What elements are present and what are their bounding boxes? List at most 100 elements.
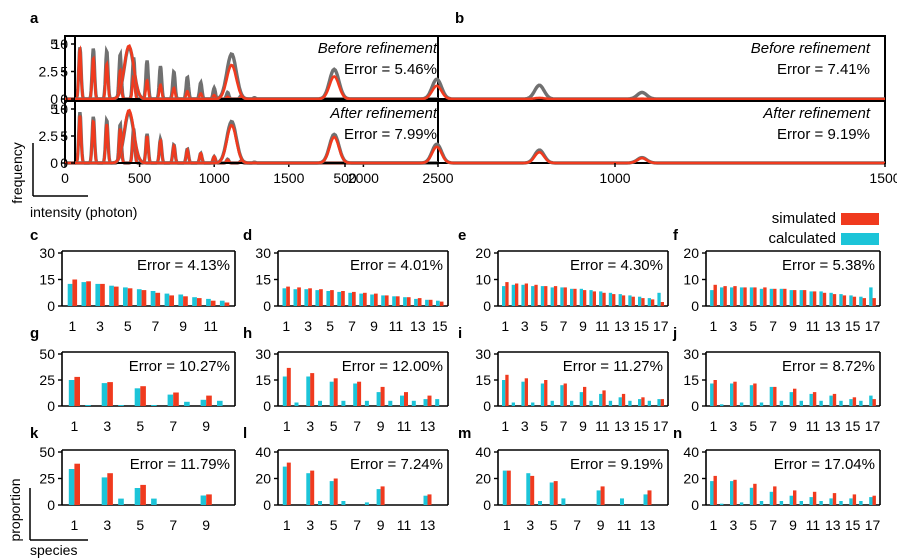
bar-calculated [134,488,141,505]
bar-simulated [852,296,857,306]
bar-calculated [730,383,734,406]
panel-label-e: e [458,227,466,244]
x-tick-label: 11 [595,318,610,334]
bar-calculated [849,498,853,505]
bar-simulated [753,287,757,306]
x-tick-label: 11 [389,318,404,334]
bar-simulated [333,378,338,406]
y-tick-label: 0 [263,398,271,414]
x-tick-label: 13 [614,418,630,434]
bar-simulated [641,397,645,406]
bar-calculated [414,298,418,306]
bar-calculated [869,395,873,406]
bar-simulated [553,481,558,505]
bar-calculated [315,290,320,306]
x-tick-label: 7 [353,517,361,533]
bar-simulated [140,484,146,505]
bar-calculated [749,385,754,406]
bar-calculated [95,283,101,306]
x-tick-label: 9 [202,517,210,533]
bar-calculated [167,394,174,406]
bar-calculated [589,290,593,306]
bar-calculated [829,395,833,406]
x-tick-label: 7 [169,517,177,533]
bar-calculated [579,288,583,306]
bar-calculated [282,466,287,505]
bar-calculated [628,400,632,406]
x-tick-label: 9 [179,318,187,334]
y-tick-label: 0 [483,398,491,414]
bar-calculated [799,501,803,505]
bar-calculated [326,291,331,306]
bar-simulated [832,493,837,505]
bar-simulated [612,294,616,306]
bar-simulated [183,296,188,306]
bar-calculated [560,385,564,406]
bar-simulated [783,288,787,306]
bar-calculated [849,399,853,406]
y-tick-label: 10 [52,101,68,117]
bar-calculated [353,383,358,406]
x-tick-label: 15 [845,517,861,533]
x-tick-label: 1500 [869,170,897,186]
x-tick-label: 7 [769,418,777,434]
bar-calculated [151,498,157,505]
panel-label-a: a [30,10,39,27]
bar-simulated [140,386,146,406]
bar-simulated [743,287,747,306]
error-label: Error = 4.01% [350,257,443,274]
bar-simulated [505,374,509,406]
bar-simulated [753,383,757,406]
error-label: Error = 17.04% [774,456,875,473]
series-after-line-b-0 [75,44,885,101]
x-tick-label: 5 [749,318,757,334]
y-tick-label: 5 [50,101,58,117]
bar-simulated [100,283,105,306]
bar-calculated [819,501,823,505]
x-tick-label: 3 [96,318,104,334]
bar-simulated [872,399,876,406]
bar-calculated [502,470,507,505]
legend-calculated-swatch [841,233,879,245]
bar-calculated [329,381,334,406]
bar-calculated [549,482,554,505]
bar-calculated [381,295,385,306]
x-tick-label: 3 [103,517,111,533]
bar-simulated [793,490,797,505]
panel-label-h: h [243,325,252,342]
bar-simulated [210,300,216,306]
bar-calculated [618,294,622,306]
subplot-title: Before refinement [318,40,438,57]
bar-calculated [521,284,525,306]
x-tick-label: 1 [710,418,718,434]
bar-simulated [793,388,797,406]
bar-calculated [599,291,603,306]
y-tick-label: 15 [683,372,699,388]
error-label: Error = 7.24% [350,456,443,473]
bar-calculated [293,289,298,306]
bar-calculated [502,380,506,406]
bar-calculated [521,381,525,406]
bar-calculated [109,285,114,306]
bar-calculated [68,469,75,505]
x-tick-label: 13 [614,318,630,334]
bar-calculated [643,494,648,505]
x-tick-label: 15 [633,418,649,434]
x-tick-label: 7 [560,418,568,434]
bar-simulated [406,297,411,306]
error-label: Error = 5.38% [782,257,875,274]
bar-simulated [341,291,345,306]
bar-calculated [620,498,624,505]
bar-calculated [123,287,128,306]
x-tick-label: 1500 [273,170,304,186]
bar-calculated [789,495,793,505]
y-tick-label: 0 [47,398,55,414]
bar-calculated [561,498,566,505]
y-tick-label: 15 [255,372,271,388]
bar-simulated [286,286,290,306]
error-label: Error = 7.99% [344,126,437,143]
bar-calculated [68,380,75,406]
x-tick-label: 1 [282,318,290,334]
panel-label-m: m [458,425,471,442]
